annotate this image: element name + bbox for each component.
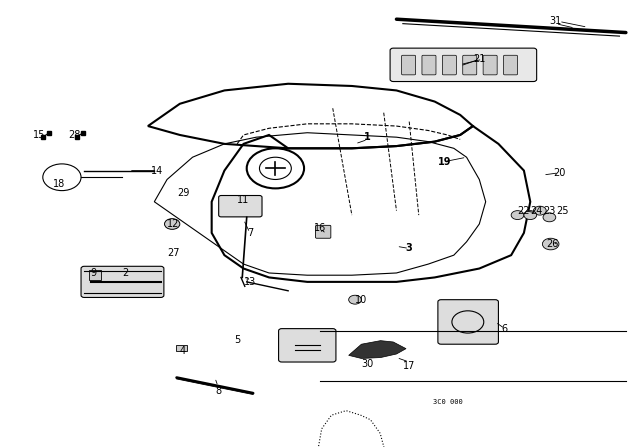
FancyBboxPatch shape xyxy=(219,195,262,217)
Text: 25: 25 xyxy=(556,206,568,215)
Circle shape xyxy=(542,238,559,250)
FancyBboxPatch shape xyxy=(442,55,456,75)
Text: 2: 2 xyxy=(122,268,129,278)
Polygon shape xyxy=(349,340,406,358)
Circle shape xyxy=(511,211,524,220)
Text: 7: 7 xyxy=(247,228,253,238)
Text: 6: 6 xyxy=(502,323,508,334)
Text: 31: 31 xyxy=(550,17,562,26)
FancyBboxPatch shape xyxy=(278,329,336,362)
Text: 16: 16 xyxy=(314,224,326,233)
Circle shape xyxy=(534,206,546,215)
Text: 1: 1 xyxy=(364,132,371,142)
Text: 26: 26 xyxy=(547,239,559,249)
Circle shape xyxy=(164,219,180,229)
FancyBboxPatch shape xyxy=(81,266,164,297)
FancyBboxPatch shape xyxy=(438,300,499,344)
Text: 17: 17 xyxy=(403,362,415,371)
Text: 29: 29 xyxy=(177,188,189,198)
Text: 12: 12 xyxy=(167,219,180,229)
Text: 19: 19 xyxy=(438,157,451,167)
Text: 23: 23 xyxy=(543,206,556,215)
Text: 21: 21 xyxy=(473,54,486,64)
FancyBboxPatch shape xyxy=(401,55,415,75)
FancyBboxPatch shape xyxy=(176,345,187,351)
Text: 10: 10 xyxy=(355,295,367,305)
Text: 3: 3 xyxy=(406,243,413,254)
Circle shape xyxy=(543,213,556,222)
Text: 15: 15 xyxy=(33,130,46,140)
Text: 28: 28 xyxy=(68,130,81,140)
Text: 5: 5 xyxy=(234,335,240,345)
Text: 22: 22 xyxy=(518,206,530,215)
Text: 24: 24 xyxy=(531,206,543,215)
FancyBboxPatch shape xyxy=(483,55,497,75)
Text: 11: 11 xyxy=(237,194,250,205)
FancyBboxPatch shape xyxy=(422,55,436,75)
Text: 13: 13 xyxy=(244,277,256,287)
FancyBboxPatch shape xyxy=(504,55,518,75)
FancyBboxPatch shape xyxy=(463,55,477,75)
Text: 27: 27 xyxy=(167,248,180,258)
Text: 4: 4 xyxy=(180,346,186,356)
Circle shape xyxy=(524,211,537,220)
FancyBboxPatch shape xyxy=(390,48,537,82)
Text: 14: 14 xyxy=(152,166,164,176)
FancyBboxPatch shape xyxy=(316,225,331,238)
Text: 3C0 000: 3C0 000 xyxy=(433,399,462,405)
Text: 20: 20 xyxy=(553,168,565,178)
Text: 8: 8 xyxy=(215,386,221,396)
Text: 30: 30 xyxy=(362,359,374,369)
Text: 18: 18 xyxy=(52,179,65,189)
Circle shape xyxy=(349,295,362,304)
FancyBboxPatch shape xyxy=(89,270,101,280)
Text: 9: 9 xyxy=(91,268,97,278)
